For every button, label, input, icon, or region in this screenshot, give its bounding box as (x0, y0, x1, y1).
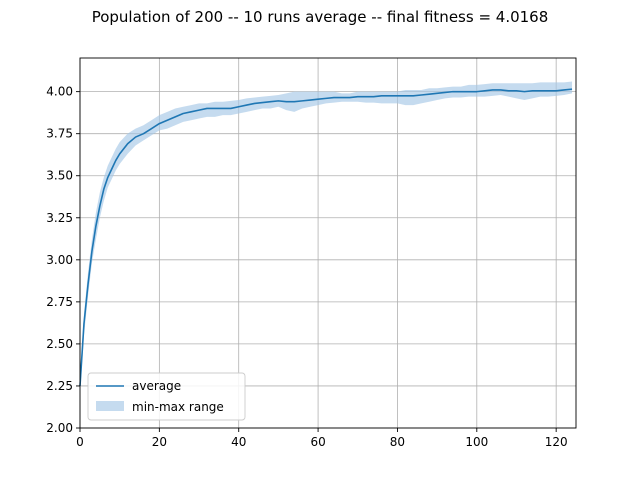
plot-area: 0 20 40 60 80 100 120 2.00 2.25 2.50 2.75 3.00 3.25 3… (46, 57, 577, 449)
chart-title: Population of 200 -- 10 runs average -- … (92, 8, 549, 26)
legend-average-label: average (132, 379, 181, 393)
legend: average min-max range (87, 372, 246, 421)
x-tick-label: 80 (390, 435, 405, 449)
x-tick-label: 20 (152, 435, 167, 449)
y-tick-label: 3.25 (46, 211, 73, 225)
x-tick-label: 120 (545, 435, 568, 449)
y-tick-label: 2.25 (46, 379, 73, 393)
y-tick-label: 3.50 (46, 169, 73, 183)
y-tick-label: 3.75 (46, 127, 73, 141)
legend-range-label: min-max range (132, 400, 224, 414)
y-tick-label: 2.75 (46, 295, 73, 309)
axes-frame (79, 57, 577, 429)
y-tick-label: 2.50 (46, 337, 73, 351)
x-tick-label: 100 (465, 435, 488, 449)
x-tick-label: 0 (76, 435, 84, 449)
average-line (79, 88, 573, 387)
y-tick-label: 2.00 (46, 421, 73, 435)
legend-range-swatch (96, 401, 124, 411)
y-tick-label: 4.00 (46, 85, 73, 99)
x-tick-label: 60 (310, 435, 325, 449)
x-tick-label: 40 (231, 435, 246, 449)
legend-box (87, 372, 246, 421)
y-tick-label: 3.00 (46, 253, 73, 267)
min-max-range-band (80, 81, 573, 395)
